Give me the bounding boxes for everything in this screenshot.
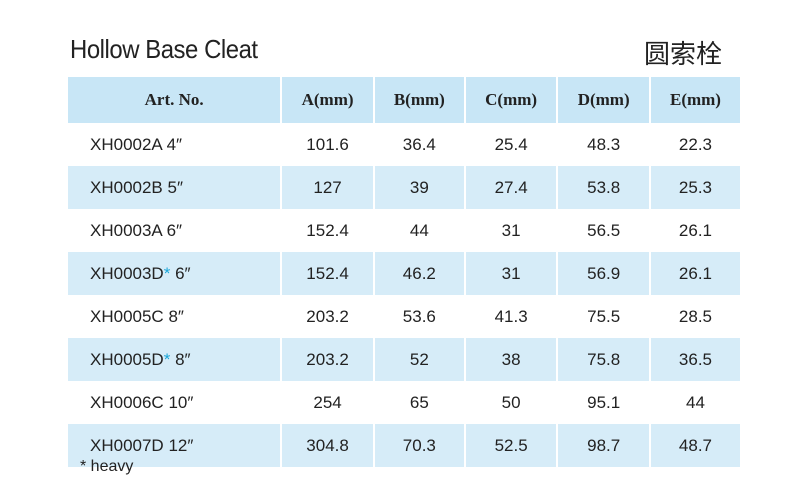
cell-art-no: XH0003A 6″ [68, 209, 280, 252]
size: 10″ [168, 392, 194, 412]
size: 8″ [168, 306, 184, 326]
cell-art-no: XH0005D* 8″ [68, 338, 281, 381]
cell-e: 28.5 [678, 306, 713, 326]
column-header-d: D(mm) [558, 77, 649, 123]
cell-a: 254 [313, 392, 342, 412]
art-code: XH0003A [90, 220, 162, 240]
size: 8″ [175, 349, 191, 369]
cell-c: 41.3 [494, 306, 528, 326]
cell-e: 26.1 [650, 252, 740, 295]
footnote: * heavy [80, 458, 134, 475]
spec-table: Art. No. A(mm) B(mm) C(mm) D(mm) E(mm) X… [66, 77, 742, 467]
cell-a: 101.6 [306, 134, 349, 154]
art-code: XH0002A [90, 134, 162, 154]
column-header-b: B(mm) [374, 77, 464, 123]
table-row: XH0005D* 8″ 203.2 52 38 75.8 36.5 [68, 338, 740, 381]
table-row: XH0005C 8″ 203.2 53.6 41.3 75.5 28.5 [68, 295, 740, 338]
cell-a: 203.2 [306, 306, 349, 326]
cell-a: 152.4 [282, 252, 373, 295]
cell-b: 44 [409, 220, 429, 240]
cell-e: 44 [686, 392, 705, 412]
cell-d: 98.7 [558, 424, 649, 467]
cell-b: 39 [374, 166, 464, 209]
cell-b: 36.4 [402, 134, 436, 154]
table-row: XH0002A 4″ 101.6 36.4 25.4 48.3 22.3 [68, 123, 740, 166]
art-code: XH0002B [90, 177, 163, 197]
column-header-c: C(mm) [465, 77, 557, 123]
table-row: XH0003D* 6″ 152.4 46.2 31 56.9 26.1 [68, 252, 740, 295]
art-code: XH0007D [90, 435, 164, 455]
cell-c: 27.4 [465, 166, 557, 209]
cell-e: 48.7 [650, 424, 740, 467]
page-title: Hollow Base Cleat [70, 34, 258, 64]
size: 5″ [167, 177, 183, 197]
heavy-marker: * [163, 263, 171, 283]
size: 4″ [166, 134, 183, 154]
cell-a: 127 [282, 166, 373, 209]
art-code: XH0005C [90, 306, 164, 326]
cell-a: 304.8 [282, 424, 373, 467]
cell-art-no: XH0002B 5″ [68, 166, 281, 209]
art-code: XH0003D [90, 263, 164, 283]
cell-c: 52.5 [465, 424, 557, 467]
cell-e: 25.3 [650, 166, 740, 209]
cell-e: 26.1 [678, 220, 713, 240]
cell-art-no: XH0003D* 6″ [68, 252, 281, 295]
art-code: XH0005D [90, 349, 164, 369]
cell-art-no: XH0005C 8″ [68, 295, 280, 338]
size: 12″ [168, 435, 194, 455]
cell-d: 75.8 [558, 338, 649, 381]
cell-b: 65 [409, 392, 429, 412]
cell-art-no: XH0007D 12″ [68, 424, 281, 467]
cell-b: 53.6 [402, 306, 436, 326]
cell-d: 75.5 [587, 306, 621, 326]
cell-art-no: XH0002A 4″ [68, 123, 280, 166]
size: 6″ [175, 263, 191, 283]
table-row: XH0002B 5″ 127 39 27.4 53.8 25.3 [68, 166, 740, 209]
table-row: XH0007D 12″ 304.8 70.3 52.5 98.7 48.7 [68, 424, 740, 467]
cell-c: 31 [465, 252, 557, 295]
heavy-marker: * [163, 349, 171, 369]
column-header-art-no: Art. No. [68, 77, 281, 123]
cell-d: 56.5 [587, 220, 621, 240]
cell-a: 203.2 [282, 338, 373, 381]
column-header-a: A(mm) [282, 77, 373, 123]
cell-d: 48.3 [587, 134, 621, 154]
page-title-chinese: 圆索栓 [643, 40, 722, 70]
cell-b: 46.2 [374, 252, 464, 295]
cell-d: 56.9 [558, 252, 649, 295]
cell-c: 38 [465, 338, 557, 381]
art-code: XH0006C [90, 392, 164, 412]
cell-e: 36.5 [650, 338, 740, 381]
cell-d: 53.8 [558, 166, 649, 209]
cell-c: 25.4 [494, 134, 528, 154]
cell-a: 152.4 [306, 220, 349, 240]
cell-c: 31 [501, 220, 521, 240]
cell-art-no: XH0006C 10″ [68, 381, 280, 424]
table-row: XH0003A 6″ 152.4 44 31 56.5 26.1 [68, 209, 740, 252]
cell-c: 50 [501, 392, 521, 412]
cell-b: 70.3 [374, 424, 464, 467]
cell-e: 22.3 [678, 134, 713, 154]
cell-d: 95.1 [587, 392, 621, 412]
table-header: Art. No. A(mm) B(mm) C(mm) D(mm) E(mm) [68, 77, 740, 123]
table-row: XH0006C 10″ 254 65 50 95.1 44 [68, 381, 740, 424]
column-header-e: E(mm) [650, 77, 740, 123]
cell-b: 52 [374, 338, 464, 381]
size: 6″ [166, 220, 183, 240]
